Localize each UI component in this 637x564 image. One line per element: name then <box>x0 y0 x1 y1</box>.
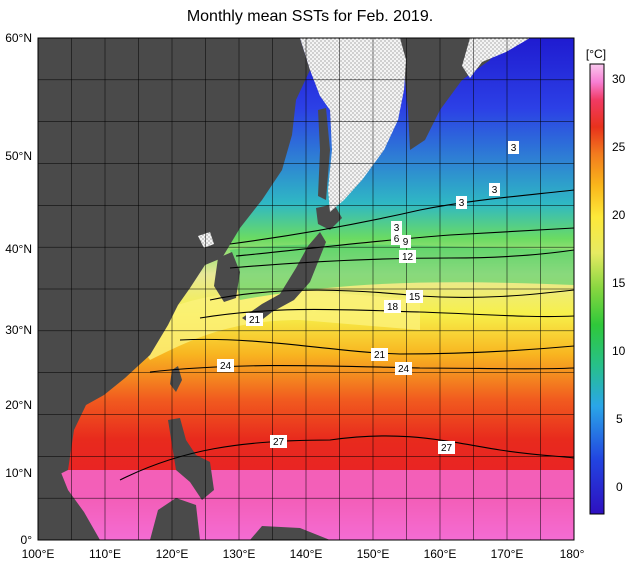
contour-label: 6 <box>391 232 402 245</box>
map-frame <box>37 37 575 541</box>
x-tick-label: 170°E <box>491 547 524 561</box>
sea-ice-okhotsk <box>300 38 406 212</box>
colorbar <box>589 63 605 515</box>
colorbar-tick: 15 <box>612 276 626 290</box>
sakhalin-landmass <box>318 108 330 200</box>
svg-text:3: 3 <box>511 143 517 154</box>
svg-text:3: 3 <box>492 185 498 196</box>
contour-label: 3 <box>456 196 467 209</box>
contour-label: 9 <box>400 235 411 248</box>
contour-label: 27 <box>438 441 455 454</box>
svg-text:15: 15 <box>409 292 421 303</box>
lat-lon-grid <box>38 38 574 540</box>
isotherm-6-9 <box>235 227 574 257</box>
sea-ice-bohai <box>198 232 214 248</box>
colorbar-tick-labels: 0 5 10 15 20 25 30 <box>612 72 626 494</box>
svg-text:24: 24 <box>220 361 232 372</box>
contour-label: 3 <box>489 183 500 196</box>
svg-text:27: 27 <box>441 443 453 454</box>
contour-label: 18 <box>384 300 401 313</box>
japan-landmass <box>242 232 326 326</box>
contour-label: 12 <box>399 250 416 263</box>
y-tick-label: 50°N <box>5 149 32 163</box>
x-tick-label: 130°E <box>223 547 256 561</box>
svg-text:24: 24 <box>398 364 410 375</box>
y-tick-label: 0° <box>21 533 33 547</box>
contour-label: 21 <box>371 348 388 361</box>
isotherm-3 <box>229 189 574 245</box>
svg-text:3: 3 <box>394 223 400 234</box>
hokkaido-landmass <box>316 204 342 230</box>
x-tick-label: 100°E <box>22 547 55 561</box>
svg-text:9: 9 <box>403 237 409 248</box>
x-tick-label: 150°E <box>357 547 390 561</box>
svg-text:3: 3 <box>459 198 465 209</box>
colorbar-tick: 25 <box>612 140 626 154</box>
borneo-landmass <box>150 498 200 540</box>
map-title: Monthly mean SSTs for Feb. 2019. <box>186 8 434 25</box>
isotherm-27 <box>119 435 574 481</box>
x-tick-label: 160°E <box>424 547 457 561</box>
philippines-landmass <box>168 418 214 500</box>
korea-landmass <box>214 252 240 302</box>
x-tick-label: 140°E <box>290 547 323 561</box>
colorbar-tick: 10 <box>612 344 626 358</box>
svg-text:6: 6 <box>394 234 400 245</box>
svg-text:18: 18 <box>387 302 399 313</box>
isotherm-21 <box>179 338 574 355</box>
svg-text:21: 21 <box>374 350 386 361</box>
x-tick-label: 110°E <box>89 547 121 561</box>
contour-label: 24 <box>395 362 412 375</box>
y-tick-label: 10°N <box>5 466 32 480</box>
colorbar-tick: 0 <box>616 480 623 494</box>
y-tick-label: 60°N <box>5 31 32 45</box>
y-tick-label: 30°N <box>5 323 32 337</box>
y-tick-label: 20°N <box>5 398 32 412</box>
contour-label: 3 <box>391 221 402 234</box>
x-tick-label: 120°E <box>156 547 189 561</box>
svg-text:27: 27 <box>273 437 285 448</box>
malay-peninsula-landmass <box>38 470 100 540</box>
asia-mainland-landmass <box>38 38 310 478</box>
sea-ice-bering <box>462 38 530 78</box>
contour-label: 15 <box>406 290 423 303</box>
svg-text:21: 21 <box>249 315 261 326</box>
contour-label: 27 <box>270 435 287 448</box>
colorbar-tick: 20 <box>612 208 626 222</box>
y-axis-labels: 0° 10°N 20°N 30°N 40°N 50°N 60°N <box>5 31 32 547</box>
isotherm-12 <box>229 249 574 269</box>
x-tick-label: 180° <box>560 547 585 561</box>
contour-labels: 3 3 3 3 6 9 12 15 18 21 21 24 24 27 27 <box>217 141 519 454</box>
contour-label: 21 <box>246 313 263 326</box>
y-tick-label: 40°N <box>5 242 32 256</box>
svg-text:12: 12 <box>402 252 414 263</box>
x-axis-labels: 100°E 110°E 120°E 130°E 140°E 150°E 160°… <box>22 547 585 561</box>
kuroshio-warm-tongue <box>130 290 420 360</box>
colorbar-tick: 30 <box>612 72 626 86</box>
new-guinea-landmass <box>250 526 330 540</box>
isotherm-18 <box>199 308 574 319</box>
colorbar-tick: 5 <box>616 412 623 426</box>
contour-label: 24 <box>217 359 234 372</box>
contour-label: 3 <box>508 141 519 154</box>
colorbar-unit: [°C] <box>586 47 606 61</box>
